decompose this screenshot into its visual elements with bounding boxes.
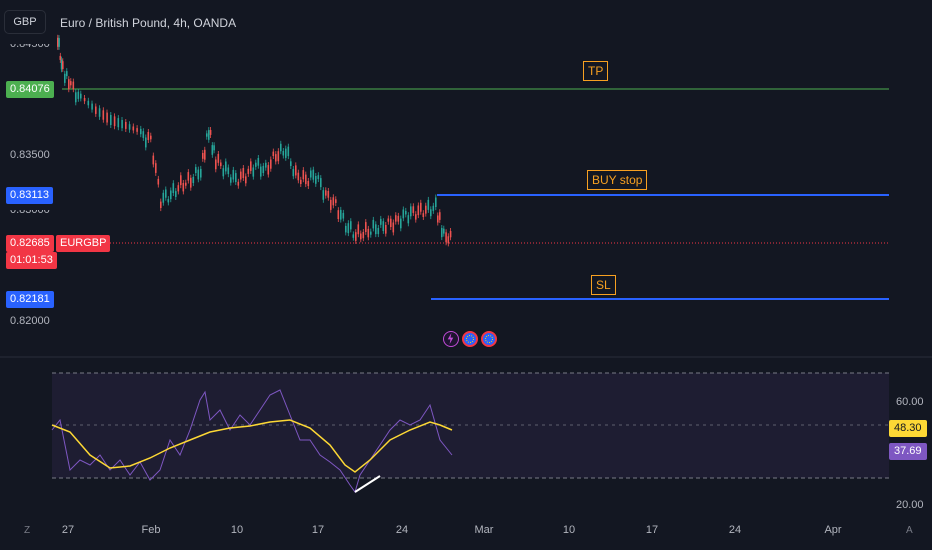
rsi-ma-line xyxy=(51,419,453,473)
rsi-axis-label: 20.00 xyxy=(896,499,924,511)
time-axis-label: 24 xyxy=(395,524,409,536)
bar-countdown: 01:01:53 xyxy=(6,252,57,269)
time-axis-label: 10 xyxy=(230,524,244,536)
tp-label[interactable]: TP xyxy=(583,61,609,81)
time-axis-label: 24 xyxy=(728,524,742,536)
buy-stop-label[interactable]: BUY stop xyxy=(587,170,648,190)
candles xyxy=(57,34,452,247)
time-axis-label: 17 xyxy=(645,524,659,536)
sl-price-tag[interactable]: 0.82181 xyxy=(6,291,54,308)
rsi-line xyxy=(51,389,453,494)
symbol-search-button[interactable]: GBP xyxy=(4,10,46,34)
eu-flag-icon[interactable] xyxy=(481,331,497,347)
timezone-button[interactable]: Z xyxy=(24,525,31,536)
price-axis-label: 0.83500 xyxy=(10,149,50,161)
price-axis-label: 0.83000 xyxy=(10,204,50,216)
rsi-value-tag: 37.69 xyxy=(889,443,927,460)
time-axis-label: Feb xyxy=(141,524,161,536)
price-axis-label: 0.84500 xyxy=(10,38,50,50)
time-axis-label: 27 xyxy=(61,524,75,536)
rsi-axis-label: 60.00 xyxy=(896,396,924,408)
divergence-line xyxy=(354,475,381,493)
time-axis-label: Mar xyxy=(474,524,494,536)
current-price-tag: 0.82685 xyxy=(6,235,54,252)
price-axis-label: 0.82000 xyxy=(10,315,50,327)
chart-title: Euro / British Pound, 4h, OANDA xyxy=(60,16,237,30)
rsi-band xyxy=(52,373,889,478)
eu-flag-icon[interactable] xyxy=(462,331,478,347)
symbol-price-label: EURGBP xyxy=(56,235,111,252)
auto-scale-button[interactable]: A xyxy=(906,525,913,536)
tp-price-tag[interactable]: 0.84076 xyxy=(6,81,54,98)
lightning-icon[interactable] xyxy=(443,331,459,347)
rsi-ma-value-tag: 48.30 xyxy=(889,420,927,437)
time-axis-label: 10 xyxy=(562,524,576,536)
sl-label[interactable]: SL xyxy=(591,275,616,295)
time-axis-label: Apr xyxy=(824,524,842,536)
time-axis-label: 17 xyxy=(311,524,325,536)
buy-price-tag[interactable]: 0.83113 xyxy=(6,187,53,204)
